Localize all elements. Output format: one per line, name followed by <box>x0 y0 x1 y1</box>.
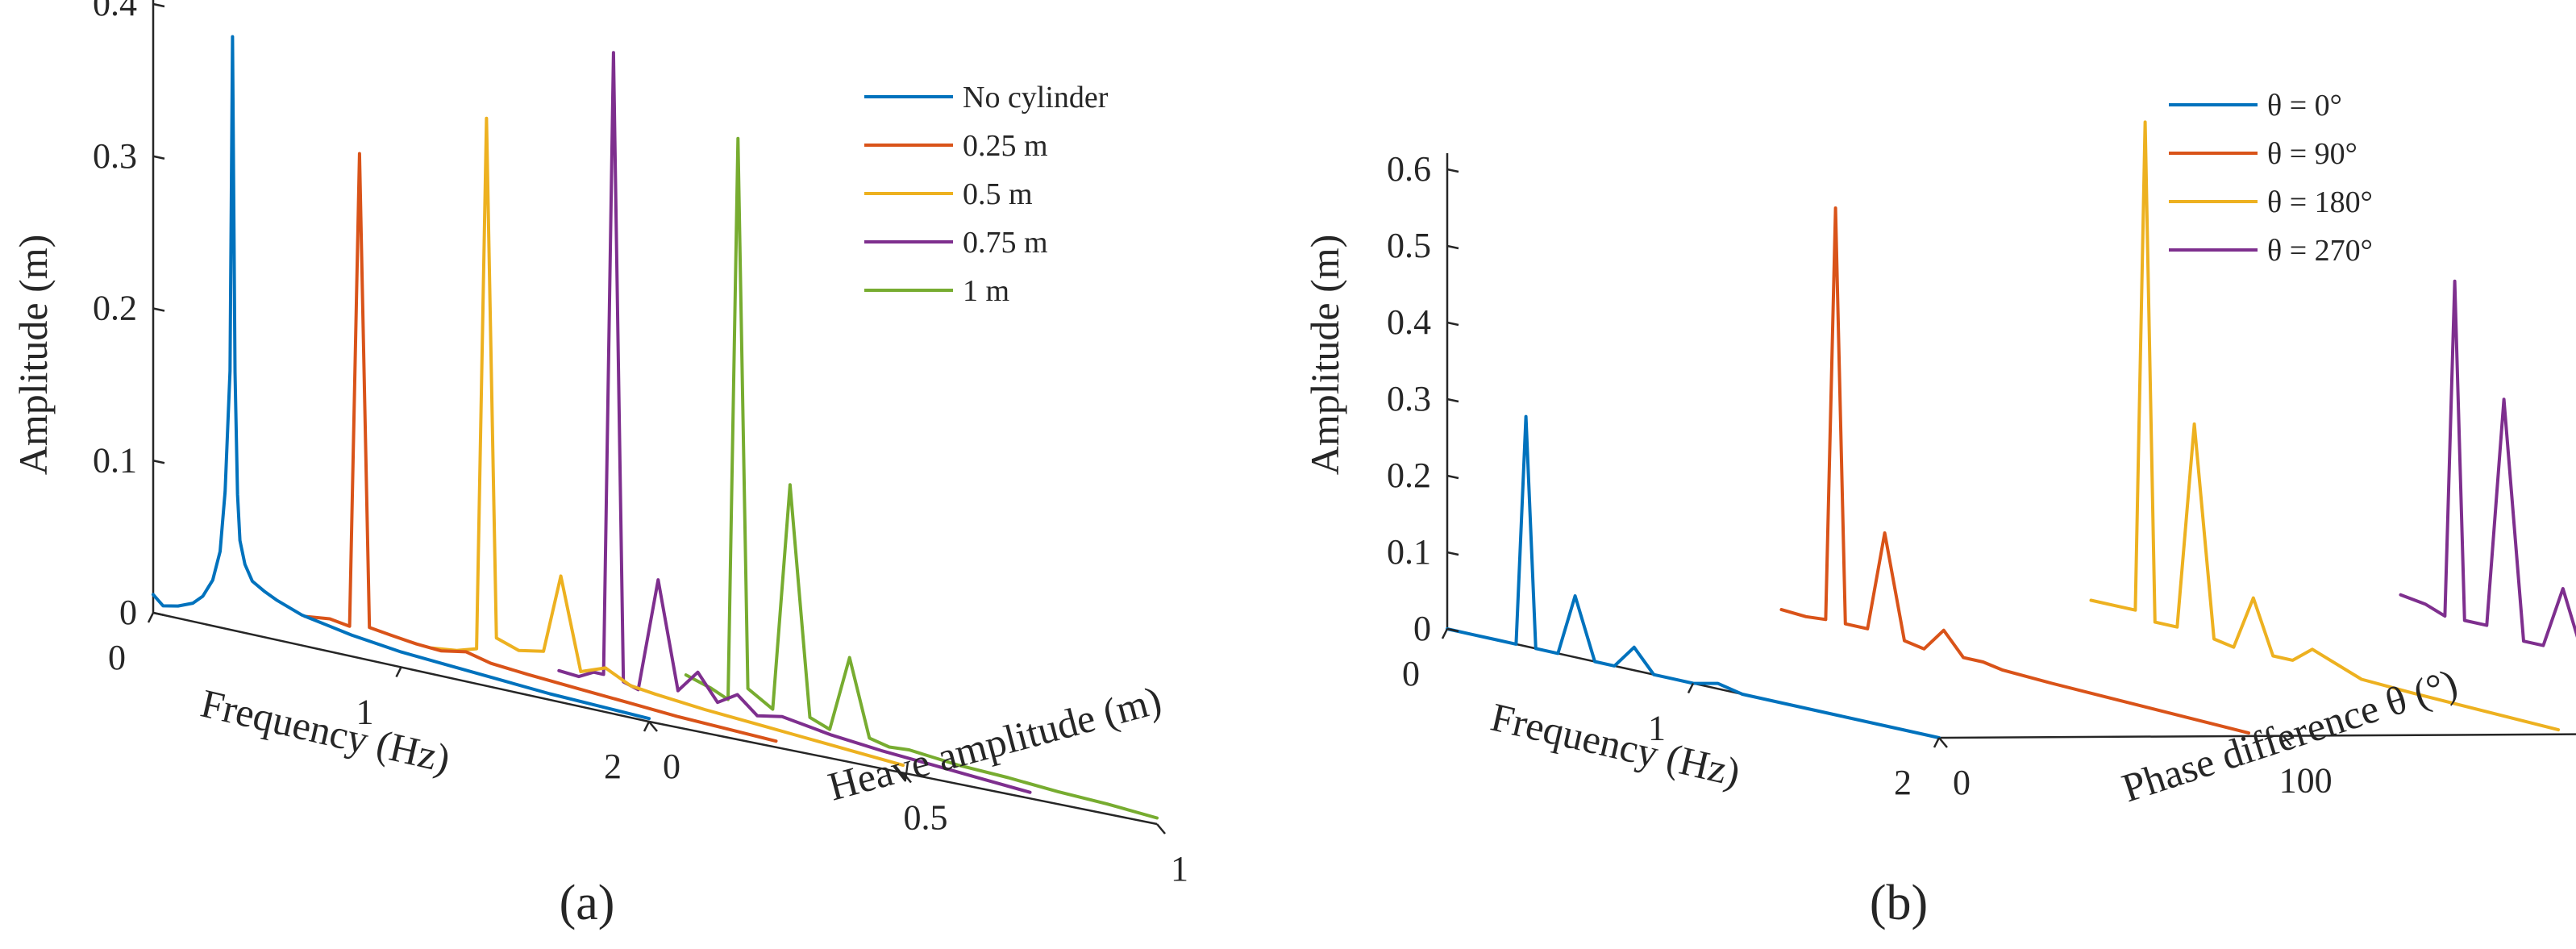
panel-b-x-axis-label: Frequency (Hz) <box>1487 694 1745 795</box>
b-z-tick <box>1446 627 1459 633</box>
b-y-tick-label: 0 <box>1953 763 1970 802</box>
a-series-line-1 <box>303 152 778 743</box>
b-z-tick-label: 0.5 <box>1387 226 1431 265</box>
b-x-tick <box>1687 682 1695 694</box>
panel-a-legend: No cylinder 0.25 m 0.5 m 0.75 m 1 m <box>864 81 1109 308</box>
a-z-tick-label: 0.2 <box>93 289 137 328</box>
b-series-line-3 <box>2399 279 2576 647</box>
b-series-line-0 <box>1446 414 1941 739</box>
panel-b: 00.10.20.30.40.50.6 012 0100200300 Ampli… <box>1302 89 2576 930</box>
a-y-tick <box>1156 823 1166 835</box>
panel-a-z-axis-label: Amplitude (m) <box>10 235 56 476</box>
b-z-tick-label: 0.6 <box>1387 149 1431 189</box>
a-x-tick <box>395 666 402 678</box>
a-y-tick-label: 0.5 <box>904 798 948 838</box>
a-z-tick-label: 0.1 <box>93 440 137 480</box>
b-z-tick-label: 0.2 <box>1387 456 1431 495</box>
b-series-line-2 <box>2089 120 2560 732</box>
b-x-tick-label: 0 <box>1402 654 1420 693</box>
b-legend-label: θ = 180° <box>2267 185 2373 219</box>
b-x-tick-label: 2 <box>1894 763 1912 802</box>
panel-b-label: (b) <box>1870 876 1928 930</box>
a-z-tick-label: 0 <box>119 593 137 632</box>
b-y-tick-label: 100 <box>2279 761 2333 801</box>
panel-b-y-ticks: 0100200300 <box>1938 735 2333 802</box>
panel-a-x-ticks: 0 1 2 <box>108 612 651 786</box>
b-z-tick-label: 0 <box>1413 609 1431 648</box>
panel-a-label: (a) <box>560 876 615 930</box>
b-x-tick-label: 1 <box>1648 709 1666 748</box>
a-legend-label: No cylinder <box>963 81 1109 114</box>
a-x-tick-label: 2 <box>604 747 622 786</box>
a-x-tick <box>643 721 651 732</box>
b-x-tick <box>1933 737 1941 748</box>
a-x-tick-label: 1 <box>356 693 374 732</box>
a-x-tick <box>147 612 155 623</box>
b-z-tick <box>1446 397 1459 403</box>
a-z-tick <box>152 307 165 312</box>
panel-a-y-ticks: 00.51 <box>648 721 1188 889</box>
a-y-tick <box>648 721 658 732</box>
a-z-tick <box>152 2 165 8</box>
a-z-tick-label: 0.3 <box>93 136 137 176</box>
a-series-line-4 <box>684 136 1159 820</box>
a-series-line-0 <box>152 35 651 721</box>
panel-a-z-ticks: 0 0.1 0.2 0.3 0.4 <box>93 0 165 632</box>
panel-b-axes <box>1446 153 2576 739</box>
b-y-axis-line <box>1938 733 2576 739</box>
a-y-tick <box>902 772 912 784</box>
a-y-tick-label: 1 <box>1171 849 1188 889</box>
panel-b-series <box>1446 120 2576 739</box>
b-z-tick-label: 0.4 <box>1387 302 1431 342</box>
b-z-tick-label: 0.3 <box>1387 379 1431 418</box>
a-z-tick <box>152 611 165 617</box>
b-series-line-1 <box>1779 206 2250 735</box>
a-z-tick-label: 0.4 <box>93 0 137 23</box>
b-z-tick <box>1446 551 1459 556</box>
b-z-tick <box>1446 321 1459 327</box>
a-series-line-3 <box>557 51 1032 794</box>
b-y-tick <box>1938 737 1948 748</box>
b-z-tick <box>1446 244 1459 250</box>
a-legend-label: 0.25 m <box>963 129 1048 163</box>
panel-b-z-axis-label: Amplitude (m) <box>1302 235 1347 476</box>
b-legend-label: θ = 90° <box>2267 137 2358 171</box>
a-z-tick <box>152 460 165 464</box>
panel-b-z-ticks: 0 0.1 0.2 0.3 0.4 0.5 0.6 <box>1387 149 1459 648</box>
b-legend-label: θ = 0° <box>2267 89 2342 123</box>
a-series-line-2 <box>430 116 905 768</box>
a-x-tick-label: 0 <box>108 638 126 677</box>
b-legend-label: θ = 270° <box>2267 234 2373 268</box>
panel-a-x-axis-label: Frequency (Hz) <box>197 681 455 781</box>
a-z-tick <box>152 155 165 160</box>
panel-b-legend: θ = 0° θ = 90° θ = 180° θ = 270° <box>2169 89 2373 268</box>
panel-b-x-ticks: 0 1 2 <box>1402 628 1941 802</box>
b-z-tick <box>1446 474 1459 480</box>
panel-a-y-axis-label: Heave amplitude (m) <box>823 677 1166 810</box>
b-z-tick <box>1446 168 1459 173</box>
b-z-tick-label: 0.1 <box>1387 532 1431 572</box>
a-legend-label: 1 m <box>963 274 1009 308</box>
b-x-tick <box>1441 628 1449 639</box>
panel-a-series <box>152 35 1159 820</box>
a-legend-label: 0.75 m <box>963 226 1048 260</box>
panel-a-axes <box>152 0 1158 826</box>
a-legend-label: 0.5 m <box>963 177 1033 211</box>
a-y-tick-label: 0 <box>663 747 680 786</box>
panel-a: 00.10.20.30.4 012 00.51 Amplitude (m) Fr… <box>10 0 1188 930</box>
b-y-tick <box>2282 735 2292 747</box>
